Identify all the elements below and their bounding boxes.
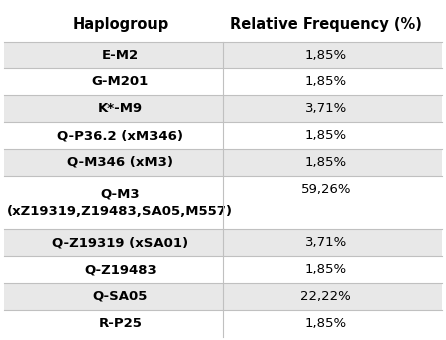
Text: 59,26%: 59,26% [301, 183, 351, 196]
Text: Q-M3
(xZ19319,Z19483,SA05,M557): Q-M3 (xZ19319,Z19483,SA05,M557) [7, 187, 233, 218]
Text: 1,85%: 1,85% [305, 75, 347, 88]
Text: 22,22%: 22,22% [300, 290, 351, 303]
Text: Q-Z19483: Q-Z19483 [84, 263, 157, 276]
Bar [4, 176, 442, 230]
Text: 1,85%: 1,85% [305, 49, 347, 62]
Text: R-P25: R-P25 [99, 317, 142, 330]
Text: E-M2: E-M2 [102, 49, 139, 62]
Text: Q-P36.2 (xM346): Q-P36.2 (xM346) [57, 129, 183, 142]
Bar [4, 149, 442, 176]
Text: Haplogroup: Haplogroup [72, 17, 169, 32]
Text: 1,85%: 1,85% [305, 317, 347, 330]
Text: 1,85%: 1,85% [305, 156, 347, 169]
Text: Q-Z19319 (xSA01): Q-Z19319 (xSA01) [52, 236, 188, 249]
Text: Q-M346 (xM3): Q-M346 (xM3) [67, 156, 173, 169]
Text: 3,71%: 3,71% [305, 236, 347, 249]
Bar [4, 256, 442, 283]
Bar [4, 283, 442, 310]
Text: Q-SA05: Q-SA05 [93, 290, 148, 303]
Text: Relative Frequency (%): Relative Frequency (%) [230, 17, 421, 32]
Bar [4, 310, 442, 337]
Bar [4, 230, 442, 256]
Text: K*-M9: K*-M9 [98, 102, 143, 115]
Bar [4, 95, 442, 122]
Text: 1,85%: 1,85% [305, 129, 347, 142]
Bar [4, 122, 442, 149]
Bar [4, 68, 442, 95]
Bar [4, 7, 442, 42]
Text: G-M201: G-M201 [92, 75, 149, 88]
Text: 3,71%: 3,71% [305, 102, 347, 115]
Text: 1,85%: 1,85% [305, 263, 347, 276]
Bar [4, 42, 442, 68]
